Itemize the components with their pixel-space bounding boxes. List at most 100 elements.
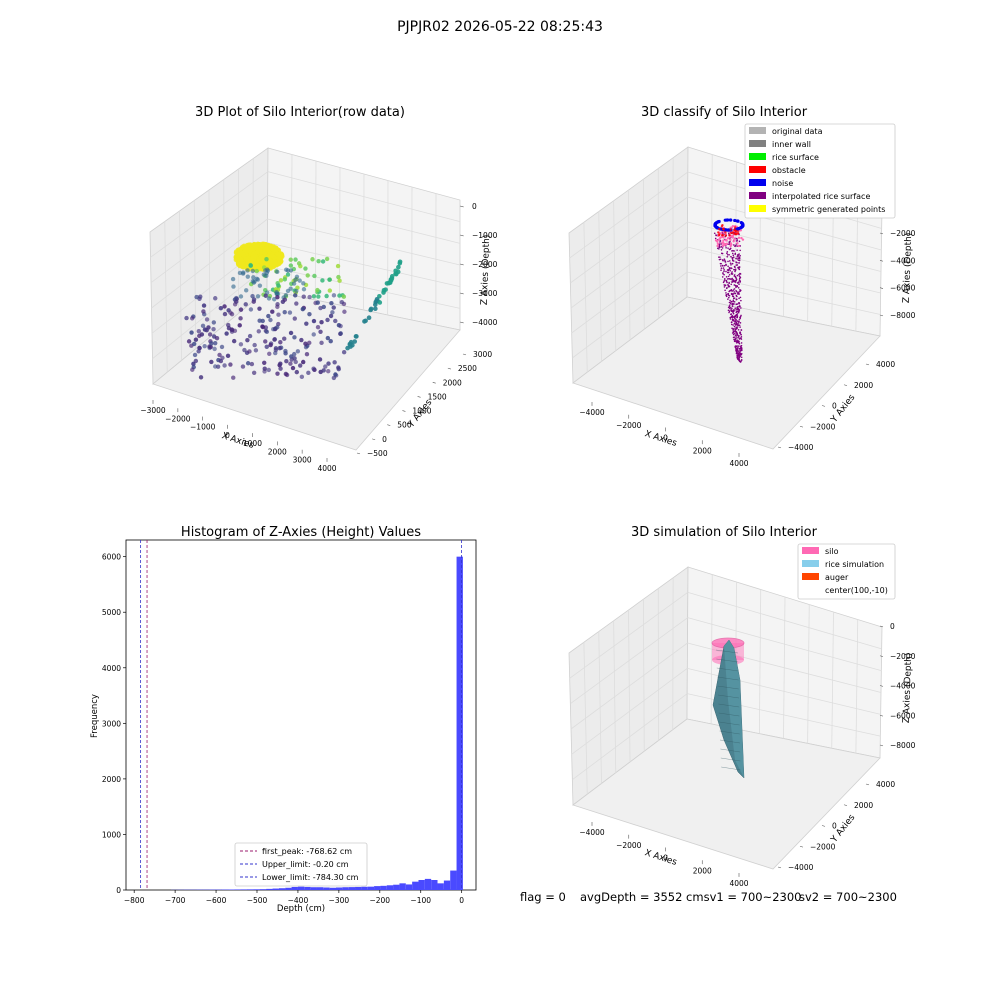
interpolated-point (725, 292, 727, 294)
interpolated-point (725, 279, 728, 282)
interpolated-point (730, 308, 732, 311)
interpolated-point (730, 313, 733, 315)
sim-y-axis-tick-mark (843, 804, 848, 806)
rice-mesh-line (716, 667, 739, 672)
raw-point (238, 294, 244, 299)
raw-point (231, 284, 236, 289)
interpolated-point (740, 344, 743, 347)
legend-label: noise (772, 179, 793, 188)
classify-z-axis-tick-mark (879, 232, 884, 235)
interpolated-point (739, 347, 742, 350)
raw-point (342, 309, 347, 314)
raw-point (272, 337, 277, 342)
interpolated-point (732, 256, 735, 258)
legend-frame (797, 543, 896, 600)
interpolated-point (728, 304, 731, 306)
legend-swatch (749, 127, 766, 134)
raw-point (224, 331, 229, 336)
raw-point (290, 365, 296, 371)
raw-point (249, 257, 254, 263)
interpolated-point (739, 326, 741, 328)
obstacle-point (728, 233, 731, 237)
wall-point (737, 244, 740, 248)
interpolated-point (730, 321, 733, 324)
raw-point (257, 283, 263, 288)
classify-x-axis-tick-label: 0 (663, 434, 668, 443)
raw-y-axis-tick-label: 2500 (458, 364, 477, 373)
raw-point (288, 361, 293, 366)
raw-z-axis-tick-mark (459, 321, 464, 324)
raw-point (311, 318, 317, 324)
interpolated-point (724, 259, 726, 262)
interpolated-point (731, 295, 734, 298)
interpolated-point (729, 278, 731, 280)
interpolated-point (733, 328, 736, 330)
interpolated-point (735, 309, 737, 311)
raw-point (271, 327, 276, 332)
hist-bar (456, 556, 463, 890)
gridline (569, 171, 689, 259)
interpolated-point (736, 306, 739, 308)
interpolated-point (727, 260, 729, 263)
wall-point (722, 239, 725, 242)
interpolated-point (730, 267, 732, 269)
raw-point (207, 332, 213, 337)
hist-x-tick-label: −100 (410, 896, 431, 905)
raw-point (341, 294, 347, 299)
legend-swatch (749, 179, 766, 186)
interpolated-point (736, 316, 739, 319)
interpolated-point (729, 318, 732, 320)
raw-point (319, 340, 324, 346)
hist-bar (342, 887, 349, 890)
raw-x-axis-tick-label: 0 (225, 431, 230, 440)
noise-point (713, 224, 717, 228)
hist-bar (386, 885, 394, 890)
raw-point (242, 347, 247, 353)
wall-point (716, 242, 720, 245)
raw-point (249, 246, 254, 251)
raw-y-axis-tick-mark (417, 396, 421, 398)
interpolated-point (736, 313, 739, 315)
hist-y-tick-label: 2000 (102, 775, 121, 784)
raw-point (389, 276, 395, 281)
raw-z-axis-label: Z Axies (Depth) (480, 235, 492, 306)
interpolated-point (736, 282, 739, 284)
hist-x-axis-label: Depth (cm) (277, 904, 325, 914)
gridline (151, 218, 268, 309)
obstacle-point (734, 233, 738, 236)
raw-point (293, 359, 298, 365)
raw-point (307, 311, 312, 317)
sim-z-axis-tick-label: −4000 (890, 682, 916, 691)
interpolated-point (727, 292, 730, 295)
gridline (267, 242, 461, 288)
hist-bar (380, 885, 387, 890)
interpolated-point (740, 333, 742, 336)
raw-point (305, 273, 310, 278)
wall-point (731, 225, 735, 228)
raw-point (275, 295, 280, 300)
interpolated-point (731, 281, 733, 284)
interpolated-point (732, 299, 735, 302)
interpolated-point (736, 256, 738, 258)
raw-point (352, 339, 358, 344)
hist-bar (336, 887, 343, 890)
raw-point (264, 246, 270, 251)
raw-point (377, 300, 383, 305)
interpolated-point (739, 360, 741, 363)
raw-point (241, 270, 246, 275)
raw-point (366, 315, 372, 321)
obstacle-point (721, 234, 725, 237)
gridline (687, 196, 882, 251)
raw-x-axis-tick-label: −1000 (190, 423, 216, 432)
interpolated-point (732, 300, 734, 303)
interpolated-point (732, 293, 734, 296)
raw-point (262, 360, 267, 365)
legend-label: silo (825, 547, 839, 556)
raw-point (341, 349, 347, 355)
legend-label: rice simulation (825, 560, 884, 569)
pane-floor (572, 718, 881, 870)
raw-point (297, 363, 303, 368)
interpolated-point (723, 278, 726, 280)
interpolated-point (732, 254, 735, 257)
hist-plot-area (125, 539, 477, 891)
